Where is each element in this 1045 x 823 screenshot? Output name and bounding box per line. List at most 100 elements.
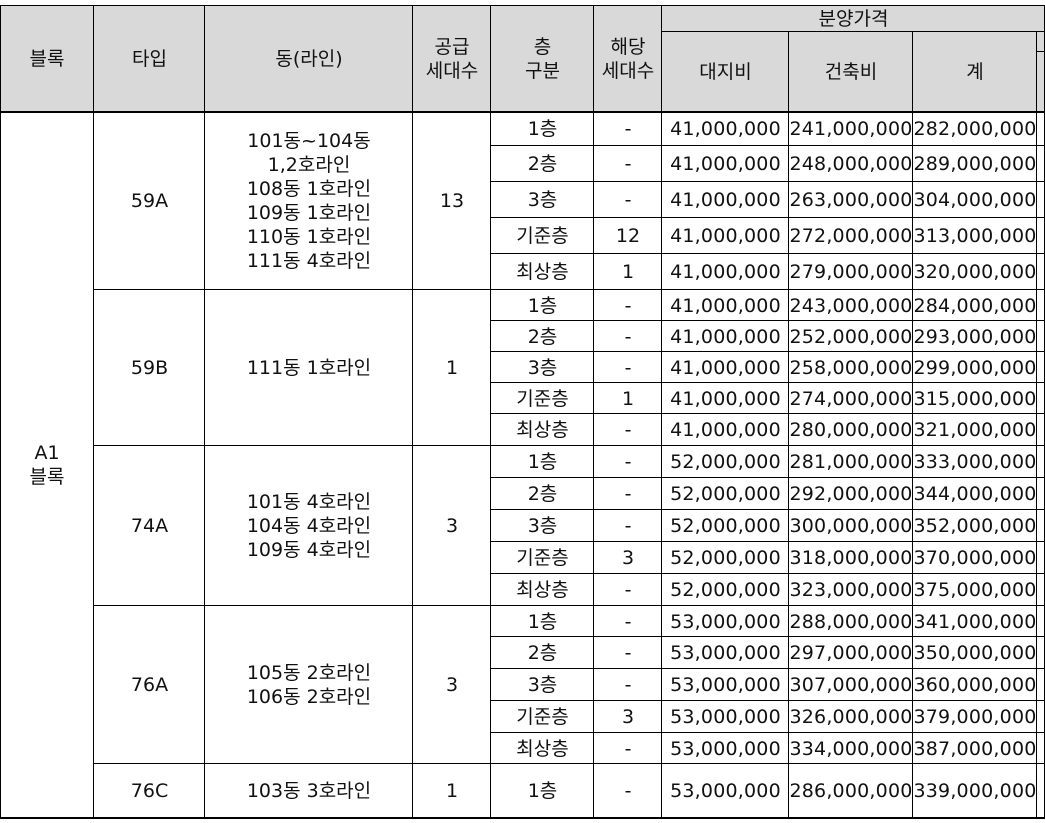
build-value: 297,000,000 [789,642,913,664]
units-cell: - [594,446,662,478]
header-dong-line: 동(라인) [205,6,413,112]
total-value: 387,000,000 [913,737,1037,760]
land-cell: 41,000,000 [662,218,789,254]
floor-cell: 최상층 [491,733,594,764]
dong-line-cell: 105동 2호라인 106동 2호라인 [205,606,413,764]
floor-value: 3층 [527,674,558,696]
floor-cell: 1층 [491,764,594,818]
units-cell: - [594,352,662,383]
total-value: 321,000,000 [913,419,1037,441]
header-supply-units: 공급 세대수 [413,6,491,112]
units-value: - [624,674,632,696]
floor-value: 3층 [527,189,558,211]
supply-units-value: 3 [445,674,459,696]
build-value: 326,000,000 [789,706,913,728]
units-value: - [624,294,632,317]
land-cell: 53,000,000 [662,637,789,669]
units-value: - [624,189,632,211]
row-divider [491,413,1045,414]
border-col-5 [593,5,594,818]
header-land-cost: 대지비 [662,32,789,112]
floor-value: 1층 [527,780,558,802]
units-cell: 3 [594,542,662,574]
border-sale-price-divider [662,31,1045,32]
floor-cell: 2층 [491,146,594,182]
total-value: 333,000,000 [913,451,1037,473]
floor-cell: 3층 [491,182,594,218]
total-value: 315,000,000 [913,387,1037,410]
row-divider [491,636,1045,637]
floor-cell: 1층 [491,290,594,321]
header-total-label: 계 [966,61,984,83]
units-cell: - [594,637,662,669]
land-cell: 53,000,000 [662,669,789,701]
units-value: - [624,610,632,633]
units-cell: - [594,733,662,764]
row-divider [491,573,1045,574]
row-divider [491,668,1045,669]
type-cell: 59A [94,112,205,290]
build-value: 292,000,000 [789,483,913,505]
build-value: 243,000,000 [789,294,913,317]
units-value: 3 [621,547,635,569]
type-cell: 59B [94,290,205,446]
land-value: 53,000,000 [670,674,781,696]
floor-cell: 2층 [491,321,594,352]
units-cell: 3 [594,701,662,733]
land-value: 53,000,000 [670,642,781,664]
units-value: - [624,325,632,348]
total-cell: 289,000,000 [913,146,1037,182]
group-divider [94,763,1045,764]
total-cell: 370,000,000 [913,542,1037,574]
total-value: 304,000,000 [913,189,1037,211]
land-value: 41,000,000 [670,387,781,410]
build-value: 288,000,000 [789,610,913,633]
total-value: 341,000,000 [913,610,1037,633]
total-cell: 352,000,000 [913,510,1037,542]
build-cell: 263,000,000 [789,182,913,218]
row-divider [491,320,1045,321]
floor-value: 최상층 [516,419,569,441]
border-header-bottom [0,111,1045,113]
total-cell: 293,000,000 [913,321,1037,352]
units-cell: - [594,414,662,446]
floor-value: 1층 [527,451,558,473]
land-cell: 53,000,000 [662,733,789,764]
total-value: 293,000,000 [913,325,1037,348]
total-cell: 341,000,000 [913,606,1037,637]
supply-units-value: 3 [445,515,459,537]
row-divider [491,541,1045,542]
border-col-3 [412,5,413,818]
dong-line-cell: 103동 3호라인 [205,764,413,818]
floor-cell: 1층 [491,112,594,146]
border-col-7 [788,31,789,818]
build-value: 274,000,000 [789,387,913,410]
supply-units-cell: 3 [413,606,491,764]
units-value: - [624,737,632,760]
floor-value: 최상층 [516,737,569,760]
border-bottom [0,817,1045,819]
build-value: 272,000,000 [789,225,913,247]
land-value: 41,000,000 [670,325,781,348]
total-cell: 387,000,000 [913,733,1037,764]
build-value: 323,000,000 [789,579,913,601]
total-cell: 333,000,000 [913,446,1037,478]
supply-units-value: 1 [445,357,459,379]
border-col-4 [490,5,491,818]
dong-line-text: 111동 4호라인 [246,250,372,272]
units-value: - [624,579,632,601]
floor-cell: 3층 [491,669,594,701]
header-floor-group: 층 구분 [491,6,594,112]
supply-units-cell: 13 [413,112,491,290]
floor-cell: 기준층 [491,542,594,574]
units-cell: 1 [594,383,662,414]
land-value: 52,000,000 [670,515,781,537]
land-cell: 53,000,000 [662,764,789,818]
supply-units-cell: 3 [413,446,491,606]
build-value: 248,000,000 [789,153,913,175]
header-floor-group-line2: 구분 [525,60,560,82]
build-cell: 241,000,000 [789,112,913,146]
land-value: 52,000,000 [670,579,781,601]
type-cell: 76A [94,606,205,764]
build-value: 280,000,000 [789,419,913,441]
